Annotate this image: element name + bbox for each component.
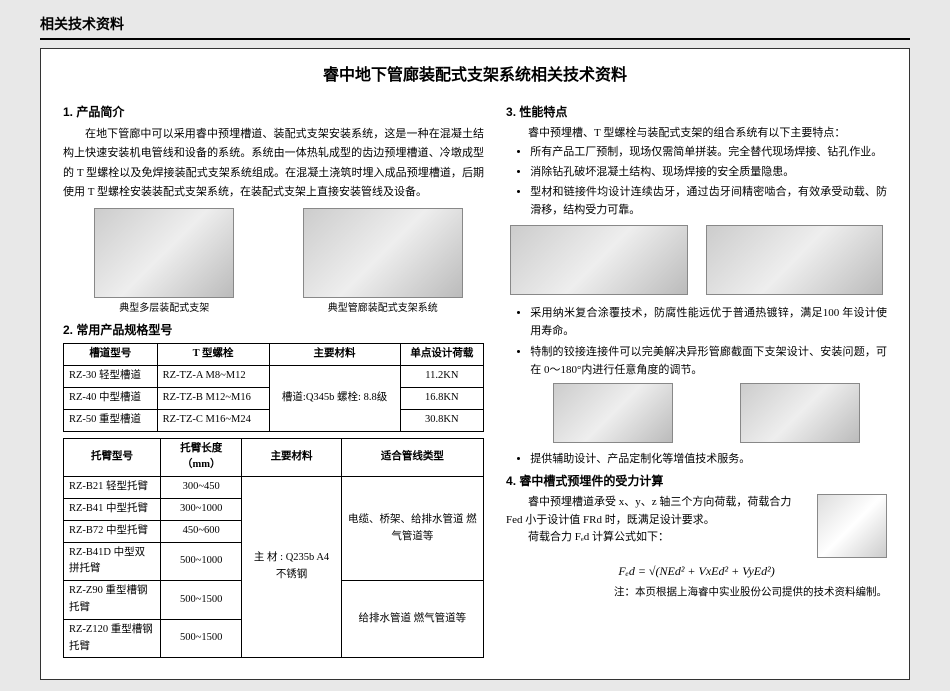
image-placeholder [303, 208, 463, 298]
table-cell: 电缆、桥架、给排水管道 燃气管道等 [341, 477, 483, 581]
list-item: 采用纳米复合涂覆技术，防腐性能远优于普通热镀锌，满足100 年设计使用寿命。 [530, 304, 887, 340]
table-cell: RZ-TZ-B M12~M16 [157, 387, 269, 409]
table-cell: 30.8KN [400, 409, 483, 431]
list-item: 特制的铰接连接件可以完美解决异形管廊截面下支架设计、安装问题，可在 0～180°… [530, 343, 887, 379]
table-cell: 500~1000 [160, 542, 242, 581]
t2-h0: 托臂型号 [64, 438, 161, 477]
list-item: 消除钻孔破坏混凝土结构、现场焊接的安全质量隐患。 [530, 163, 887, 181]
table-cell: 300~1000 [160, 498, 242, 520]
table-cell: RZ-TZ-A M8~M12 [157, 366, 269, 388]
table-cell: RZ-TZ-C M16~M24 [157, 409, 269, 431]
s4-p2: 荷载合力 Fₑd 计算公式如下： [506, 529, 803, 547]
table-cell: RZ-Z90 重型槽钢托臂 [64, 581, 161, 620]
image-placeholder [94, 208, 234, 298]
table-cell: RZ-B21 轻型托臂 [64, 477, 161, 499]
image-multilayer-bracket: 典型多层装配式支架 [63, 208, 266, 317]
main-title: 睿中地下管廊装配式支架系统相关技术资料 [41, 63, 909, 89]
feature-list-2: 采用纳米复合涂覆技术，防腐性能远优于普通热镀锌，满足100 年设计使用寿命。 特… [506, 304, 887, 379]
s1-heading: 1. 产品简介 [63, 103, 484, 122]
table-cell: 11.2KN [400, 366, 483, 388]
t2-h1: 托臂长度（mm） [160, 438, 242, 477]
image-placeholder [706, 225, 883, 295]
footnote: 注：本页根据上海睿中实业股份公司提供的技术资料编制。 [506, 585, 887, 602]
s2-heading: 2. 常用产品规格型号 [63, 321, 484, 340]
image-profile [510, 225, 687, 298]
image-caption-2: 典型管廊装配式支架系统 [282, 301, 485, 317]
table-cell: 500~1500 [160, 581, 242, 620]
table-cell: RZ-B41 中型托臂 [64, 498, 161, 520]
left-column: 1. 产品简介 在地下管廊中可以采用睿中预埋槽道、装配式支架安装系统，这是一种在… [63, 65, 484, 669]
list-item: 型材和链接件均设计连续齿牙，通过齿牙间精密啮合，有效承受动载、防滑移，结构受力可… [530, 183, 887, 219]
axis-diagram [817, 494, 887, 558]
table-cell: 500~1500 [160, 619, 242, 658]
feature-list: 所有产品工厂预制，现场仅需简单拼装。完全替代现场焊接、钻孔作业。 消除钻孔破坏混… [506, 143, 887, 220]
feature-images-2 [526, 383, 887, 446]
image-tunnel-bracket: 典型管廊装配式支架系统 [282, 208, 485, 317]
image-hinge-2 [740, 383, 860, 443]
table-cell: 16.8KN [400, 387, 483, 409]
t1-h1: T 型螺栓 [157, 344, 269, 366]
table-cell: 给排水管道 燃气管道等 [341, 581, 483, 658]
page-header: 相关技术资料 [40, 14, 910, 40]
t2-h3: 适合管线类型 [341, 438, 483, 477]
table-cell: 槽道:Q345b 螺栓: 8.8级 [269, 366, 400, 431]
right-column: 3. 性能特点 睿中预埋槽、T 型螺栓与装配式支架的组合系统有以下主要特点： 所… [506, 65, 887, 669]
table-cell: RZ-Z120 重型槽钢托臂 [64, 619, 161, 658]
t2-h2: 主要材料 [242, 438, 341, 477]
image-connector [706, 225, 883, 298]
table-cell: RZ-50 重型槽道 [64, 409, 158, 431]
formula: Fₑd = √(NEd² + VxEd² + VyEd²) [506, 562, 887, 581]
image-hinge-1 [553, 383, 673, 443]
image-placeholder [510, 225, 687, 295]
table-cell: RZ-B41D 中型双拼托臂 [64, 542, 161, 581]
s4-heading: 4. 睿中槽式预埋件的受力计算 [506, 472, 887, 491]
s3-heading: 3. 性能特点 [506, 103, 887, 122]
spec-table-2: 托臂型号 托臂长度（mm） 主要材料 适合管线类型 RZ-B21 轻型托臂 30… [63, 438, 484, 659]
table-cell: RZ-30 轻型槽道 [64, 366, 158, 388]
page-frame: 睿中地下管廊装配式支架系统相关技术资料 1. 产品简介 在地下管廊中可以采用睿中… [40, 48, 910, 680]
list-item: 提供辅助设计、产品定制化等增值技术服务。 [530, 450, 887, 468]
formula-row: Fₑd = √(NEd² + VxEd² + VyEd²) [506, 562, 887, 581]
s3-intro: 睿中预埋槽、T 型螺栓与装配式支架的组合系统有以下主要特点： [506, 125, 887, 143]
feature-images-1 [510, 225, 883, 298]
table-cell: 300~450 [160, 477, 242, 499]
table-cell: 450~600 [160, 520, 242, 542]
s1-text: 在地下管廊中可以采用睿中预埋槽道、装配式支架安装系统，这是一种在混凝土结构上快速… [63, 125, 484, 202]
t1-h2: 主要材料 [269, 344, 400, 366]
table-cell: RZ-B72 中型托臂 [64, 520, 161, 542]
spec-table-1: 槽道型号 T 型螺栓 主要材料 单点设计荷载 RZ-30 轻型槽道 RZ-TZ-… [63, 343, 484, 431]
list-item: 所有产品工厂预制，现场仅需简单拼装。完全替代现场焊接、钻孔作业。 [530, 143, 887, 161]
feature-list-3: 提供辅助设计、产品定制化等增值技术服务。 [506, 450, 887, 468]
t1-h3: 单点设计荷载 [400, 344, 483, 366]
s4-p1: 睿中预埋槽道承受 x、y、z 轴三个方向荷载，荷载合力 Fed 小于设计值 FR… [506, 494, 803, 529]
table-cell: RZ-40 中型槽道 [64, 387, 158, 409]
image-caption-1: 典型多层装配式支架 [63, 301, 266, 317]
t1-h0: 槽道型号 [64, 344, 158, 366]
table-cell: 主 材 : Q235b A4 不锈钢 [242, 477, 341, 658]
s1-images: 典型多层装配式支架 典型管廊装配式支架系统 [63, 208, 484, 317]
